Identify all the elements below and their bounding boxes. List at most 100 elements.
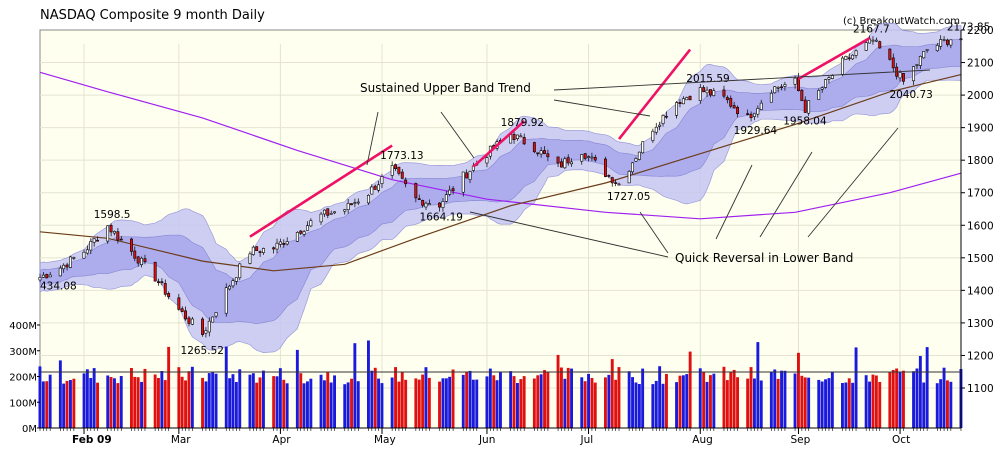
volume-bar — [136, 377, 140, 428]
volume-bars — [38, 340, 963, 428]
candle-body — [427, 203, 431, 206]
volume-bar — [153, 374, 157, 428]
volume-bar — [583, 381, 587, 428]
candle-body — [783, 84, 787, 87]
candlesticks — [38, 35, 963, 338]
candle-body — [377, 184, 380, 191]
candle-body — [688, 95, 692, 101]
candle-body — [580, 154, 584, 162]
candle-body — [840, 57, 844, 75]
candle-body — [207, 320, 211, 333]
volume-tick-label: 300M — [9, 347, 37, 358]
volume-bar — [113, 378, 116, 428]
callout-leader — [469, 211, 669, 258]
candle-body — [184, 310, 187, 320]
candle-body — [58, 267, 62, 277]
candle-body — [394, 164, 397, 170]
volume-bar — [190, 366, 194, 428]
candle-body — [675, 102, 679, 116]
volume-bar — [45, 381, 49, 428]
volume-bar — [499, 371, 502, 428]
candle-body — [817, 90, 821, 100]
candle-body — [136, 256, 140, 264]
price-label: 1664.19 — [420, 211, 463, 223]
callout-leader — [759, 151, 813, 238]
callout-leader — [715, 164, 753, 240]
volume-bar — [688, 351, 692, 428]
price-label: 2167.7 — [853, 24, 890, 36]
volume-bar — [258, 377, 262, 428]
volume-bar — [350, 378, 353, 428]
candle-body — [153, 261, 157, 282]
candle-body — [160, 281, 164, 284]
volume-bar — [946, 380, 949, 428]
callout-leader — [366, 111, 379, 166]
volume-bar — [380, 383, 384, 428]
volume-bar — [309, 378, 313, 428]
candle-body — [295, 232, 299, 242]
volume-bar — [803, 377, 807, 428]
candle-body — [133, 250, 137, 259]
price-tick-label: 2000 — [967, 90, 994, 102]
volume-bar — [797, 352, 800, 428]
volume-bar — [275, 376, 279, 428]
candle-body — [346, 203, 350, 210]
volume-bar — [160, 371, 164, 428]
candle-body — [827, 77, 831, 80]
candle-body — [41, 274, 45, 278]
volume-bar — [41, 381, 45, 428]
candle-body — [830, 75, 834, 79]
candle-body — [92, 238, 96, 243]
volume-bar — [140, 381, 143, 428]
candle-body — [309, 220, 313, 227]
candle-body — [915, 64, 919, 66]
volume-bar — [512, 376, 516, 428]
candle-body — [945, 39, 949, 45]
volume-bar — [295, 349, 299, 428]
candle-body — [251, 246, 255, 256]
candle-body — [302, 231, 306, 235]
price-label: 2173.85 — [947, 22, 990, 34]
candle-body — [509, 134, 513, 144]
volume-bar — [560, 367, 563, 428]
volume-bar — [878, 382, 882, 428]
volume-bar — [580, 377, 584, 428]
volume-bar — [163, 380, 167, 428]
volume-bar — [732, 369, 736, 428]
candle-body — [610, 177, 614, 184]
candle-body — [854, 50, 858, 56]
volume-bar — [614, 379, 618, 428]
candle-body — [536, 152, 540, 155]
volume-bar — [461, 374, 465, 428]
volume-bar — [891, 370, 895, 428]
candle-body — [356, 201, 360, 204]
price-tick-label: 1700 — [967, 188, 994, 200]
candle-body — [329, 213, 333, 215]
candle-body — [465, 172, 469, 179]
candle-body — [658, 124, 662, 127]
candle-body — [96, 239, 100, 242]
candle-body — [519, 135, 523, 138]
volume-bar — [167, 346, 171, 428]
upper-band-trendline — [472, 120, 526, 168]
candle-body — [48, 274, 52, 278]
month-label: Jun — [478, 434, 495, 446]
candle-body — [918, 55, 922, 66]
candle-body — [891, 57, 895, 69]
volume-bar — [590, 378, 594, 428]
volume-bar — [570, 368, 573, 428]
volume-bar — [604, 377, 607, 428]
callout-leader — [553, 99, 651, 117]
volume-bar — [323, 380, 326, 428]
volume-bar — [631, 377, 634, 428]
volume-bar — [109, 377, 113, 428]
candle-body — [282, 243, 286, 245]
candle-body — [820, 87, 824, 90]
candle-body — [485, 157, 489, 164]
candle-body — [72, 257, 76, 259]
volume-bar — [106, 375, 110, 428]
price-label: 1598.5 — [94, 209, 131, 221]
volume-bar — [685, 374, 689, 428]
candle-body — [566, 157, 570, 164]
volume-bar — [471, 379, 475, 428]
